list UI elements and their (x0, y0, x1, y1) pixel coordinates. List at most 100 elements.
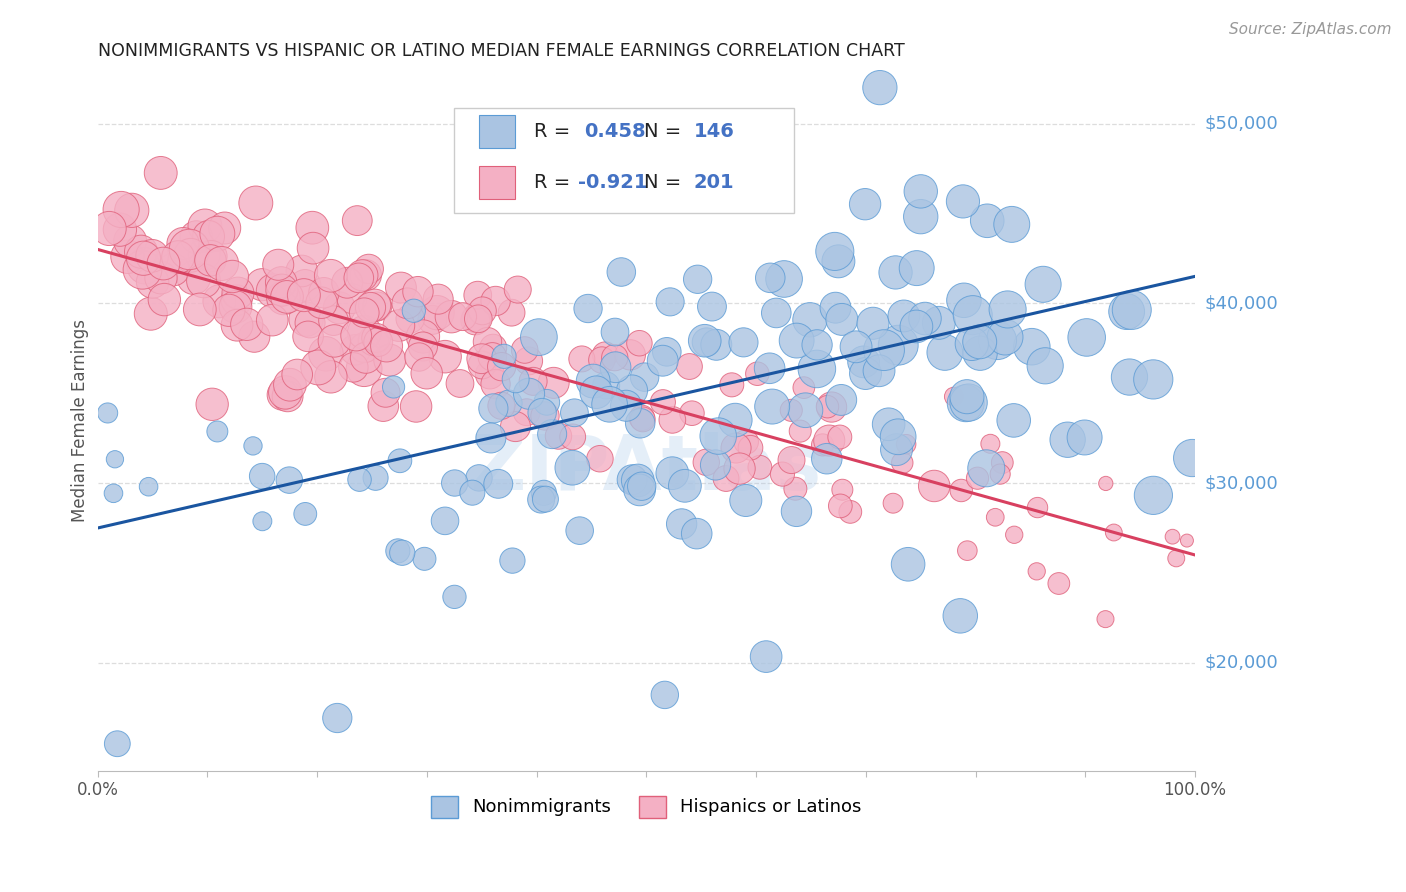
Point (534, 409, 557, 423)
Text: 0.458: 0.458 (583, 122, 645, 141)
Point (748, 460, 770, 475)
Point (582, 374, 605, 388)
Point (382, 380, 405, 394)
Point (852, 355, 875, 369)
Point (375, 339, 398, 353)
Point (603, 325, 626, 339)
Point (319, 369, 342, 384)
Point (262, 284, 284, 298)
Point (547, 429, 569, 443)
Point (621, 384, 644, 398)
Point (274, 385, 297, 400)
Point (605, 360, 627, 375)
Point (408, 350, 430, 364)
Point (250, 469, 273, 483)
Point (686, 272, 709, 286)
Point (516, 405, 538, 419)
Point (997, 302, 1019, 317)
Point (522, 375, 544, 389)
Point (610, 265, 633, 279)
Point (342, 360, 364, 375)
Text: 146: 146 (693, 122, 734, 141)
Point (628, 417, 651, 431)
Point (226, 286, 249, 301)
Point (142, 275, 165, 289)
Point (1115, 304, 1137, 318)
Point (564, 406, 586, 420)
Point (891, 456, 914, 470)
Point (862, 316, 884, 330)
Point (589, 451, 612, 466)
Point (183, 270, 205, 285)
Point (299, 316, 322, 330)
Point (349, 473, 371, 487)
Point (412, 329, 434, 343)
Point (396, 296, 419, 310)
Point (242, 439, 264, 453)
Text: ZIPAtlas: ZIPAtlas (471, 433, 823, 507)
Point (704, 458, 727, 472)
Point (352, 268, 374, 283)
Point (434, 514, 457, 528)
Point (966, 471, 988, 485)
Point (434, 350, 457, 364)
Point (426, 305, 449, 319)
Text: N =: N = (644, 122, 688, 141)
Point (211, 256, 233, 270)
Point (245, 196, 267, 211)
Point (366, 331, 388, 345)
Point (132, 252, 155, 266)
Point (1026, 500, 1049, 515)
Point (824, 244, 846, 259)
Point (571, 351, 593, 366)
Point (818, 434, 841, 448)
Point (631, 412, 654, 426)
Point (894, 437, 917, 451)
Point (1142, 372, 1164, 386)
Point (357, 261, 380, 276)
Point (340, 292, 363, 306)
Point (451, 310, 474, 324)
Point (673, 479, 696, 493)
Point (471, 303, 494, 318)
Point (724, 413, 747, 427)
Point (129, 244, 152, 259)
Point (928, 316, 950, 330)
Point (138, 480, 160, 494)
Point (366, 300, 388, 314)
Point (194, 219, 217, 233)
Point (478, 368, 501, 382)
Point (621, 473, 644, 487)
Point (491, 399, 513, 413)
Point (693, 334, 716, 348)
Point (506, 283, 529, 297)
Point (467, 311, 489, 326)
Point (707, 429, 730, 443)
Point (695, 335, 717, 350)
Point (994, 330, 1017, 344)
Point (714, 471, 737, 485)
Point (363, 334, 385, 348)
Point (153, 293, 176, 307)
Point (628, 483, 651, 497)
Point (492, 349, 515, 363)
Point (491, 359, 513, 374)
Point (292, 288, 315, 302)
Point (262, 313, 284, 327)
Point (887, 338, 910, 352)
Point (651, 353, 673, 368)
Point (952, 194, 974, 209)
Point (873, 343, 896, 358)
Point (479, 431, 502, 445)
Point (484, 293, 506, 308)
Point (603, 351, 626, 365)
Point (884, 265, 907, 279)
Point (628, 336, 651, 351)
Point (820, 400, 842, 414)
Text: $50,000: $50,000 (1205, 114, 1278, 133)
Point (328, 301, 350, 315)
Point (468, 471, 491, 485)
Text: $40,000: $40,000 (1205, 294, 1278, 312)
Point (1102, 525, 1125, 540)
Point (214, 221, 236, 235)
